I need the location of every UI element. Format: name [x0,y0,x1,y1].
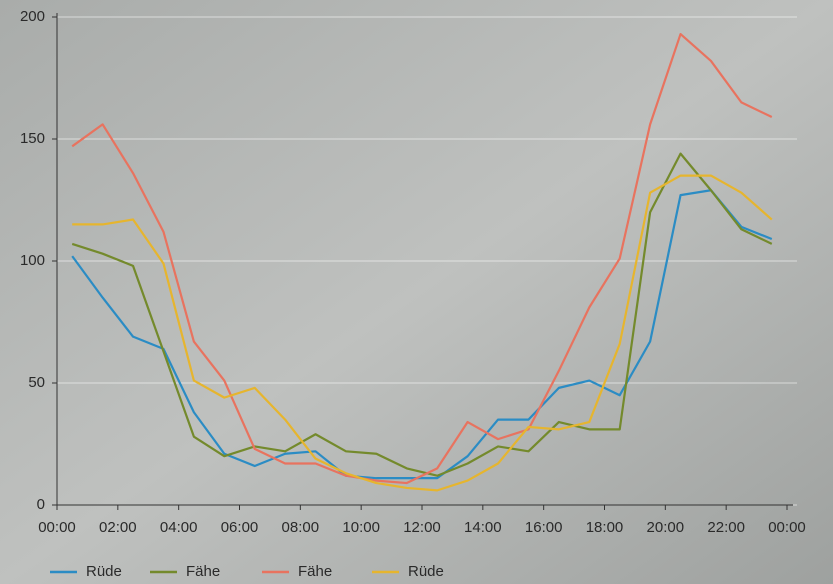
x-tick-label: 16:00 [525,519,563,536]
x-tick-label: 20:00 [647,519,685,536]
x-tick-label: 14:00 [464,519,502,536]
x-tick-label: 22:00 [707,519,745,536]
y-tick-label: 150 [20,130,45,147]
series-line [72,174,773,492]
series-line [71,32,773,485]
x-tick-label: 06:00 [221,519,259,536]
x-tick-label: 12:00 [403,519,441,536]
y-tick-label: 100 [20,252,45,269]
legend-label: Fähe [298,563,332,580]
x-tick-label: 00:00 [768,519,806,536]
y-tick-label: 0 [37,496,45,513]
series-line [71,152,773,477]
x-tick-label: 08:00 [282,519,320,536]
legend-label: Rüde [408,563,444,580]
y-tick-label: 50 [28,374,45,391]
x-tick-label: 00:00 [38,519,76,536]
x-tick-label: 10:00 [342,519,380,536]
y-tick-label: 200 [20,8,45,25]
legend-label: Rüde [86,563,122,580]
x-tick-label: 04:00 [160,519,198,536]
x-tick-label: 18:00 [586,519,624,536]
x-tick-label: 02:00 [99,519,137,536]
series-line [71,189,773,480]
legend-label: Fähe [186,563,220,580]
